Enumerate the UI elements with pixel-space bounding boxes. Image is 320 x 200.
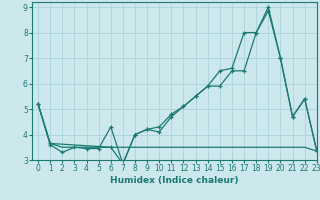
X-axis label: Humidex (Indice chaleur): Humidex (Indice chaleur) (110, 176, 239, 185)
